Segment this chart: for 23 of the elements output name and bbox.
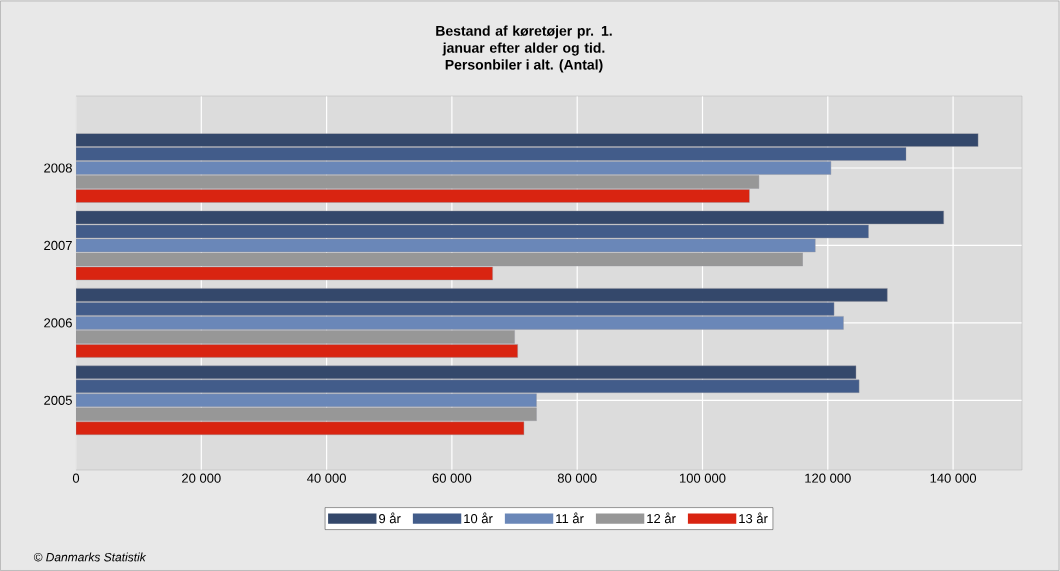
x-tick-label: 20 000 (182, 473, 221, 483)
x-tick-label: 140 000 (930, 473, 977, 483)
y-tick-label: 2007 (44, 240, 72, 251)
chart-subtitle: Personbiler i alt. (Antal) (445, 59, 603, 73)
legend-label: 13 år (739, 512, 768, 524)
y-tick-label: 2006 (44, 318, 72, 328)
legend-label: 11 år (556, 512, 584, 524)
y-tick-label: 2008 (44, 163, 72, 173)
bar (76, 288, 888, 302)
chart-title: Bestand af køretøjer pr. 1. januar efter alder og tid. (436, 25, 612, 56)
bar (76, 365, 857, 380)
y-tick-label: 2005 (44, 395, 72, 405)
legend-label: 12 år (647, 512, 676, 524)
x-tick-label: 60 000 (432, 473, 472, 483)
x-tick-label: 0 (72, 473, 80, 483)
x-tick-label: 120 000 (805, 473, 851, 483)
x-tick-label: 80 000 (557, 473, 597, 483)
legend-label: 9 år (379, 512, 401, 524)
x-tick-label: 100 000 (679, 473, 726, 483)
bar (76, 133, 979, 147)
text: © Danmarks Statistik (33, 552, 147, 562)
legend-label: 10 år (464, 512, 493, 524)
x-tick-label: 40 000 (307, 473, 346, 483)
